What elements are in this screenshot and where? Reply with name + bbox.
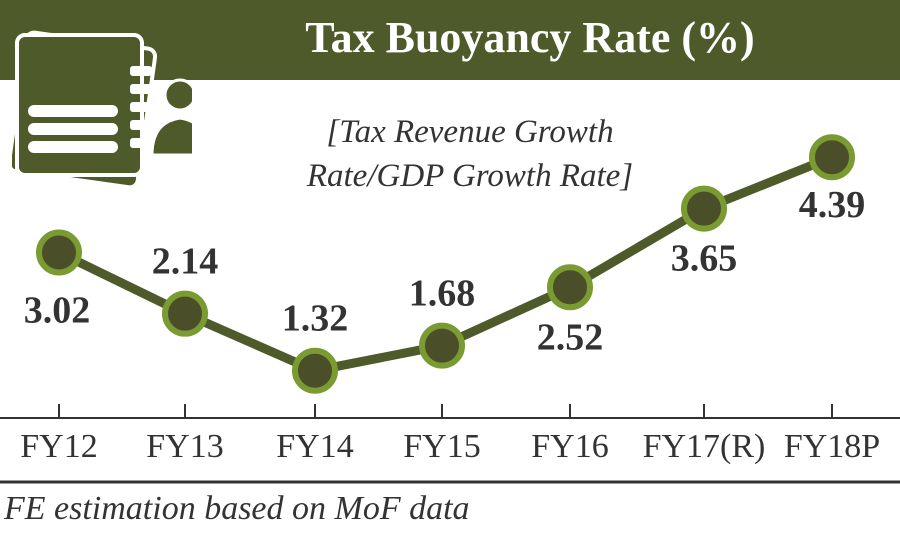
data-point: [809, 134, 855, 181]
data-point: [292, 347, 338, 394]
data-label: 3.02: [24, 289, 91, 331]
tax-document-person-icon: [12, 30, 192, 190]
subtitle-line: [Tax Revenue Growth: [326, 114, 614, 150]
x-tick-label: FY18P: [784, 428, 880, 465]
data-label: 4.39: [799, 184, 866, 226]
x-tick-label: FY15: [403, 428, 480, 465]
data-label: 3.65: [671, 238, 738, 280]
data-point: [36, 229, 82, 276]
x-tick-label: FY12: [20, 428, 97, 465]
data-point: [681, 185, 727, 232]
data-label: 1.68: [409, 273, 476, 315]
chart-subtitle: [Tax Revenue Growth Rate/GDP Growth Rate…: [280, 110, 660, 198]
x-tick-label: FY17(R): [643, 428, 766, 465]
data-point: [162, 290, 208, 337]
x-tick-label: FY14: [276, 428, 353, 465]
data-label: 1.32: [282, 298, 349, 340]
data-point: [419, 322, 465, 369]
subtitle-line: Rate/GDP Growth Rate]: [306, 158, 634, 194]
data-label: 2.14: [152, 241, 219, 283]
source-footnote: FE estimation based on MoF data: [4, 490, 470, 527]
data-point: [547, 264, 593, 311]
chart-title: Tax Buoyancy Rate (%): [305, 13, 755, 62]
x-tick-label: FY16: [531, 428, 608, 465]
data-label: 2.52: [537, 316, 604, 358]
x-tick-label: FY13: [146, 428, 223, 465]
